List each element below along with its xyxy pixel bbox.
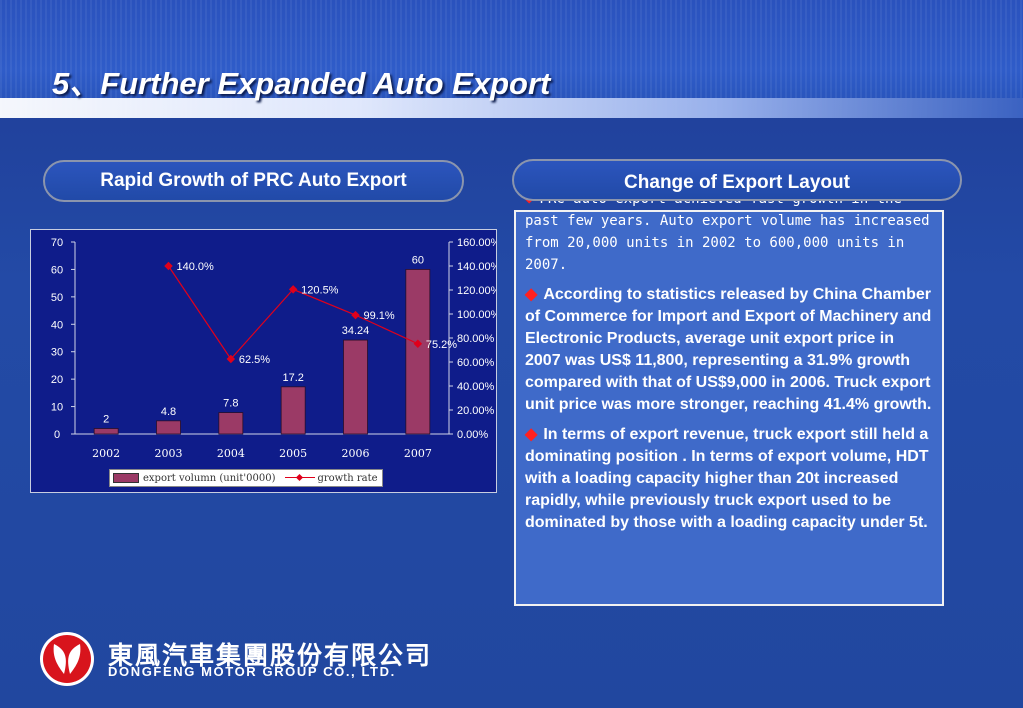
x-tick-label: 2003 xyxy=(155,447,183,460)
bar-2007 xyxy=(405,269,431,435)
y-right-tick-label: 60.00% xyxy=(457,357,495,369)
y-right-tick-label: 80.00% xyxy=(457,333,495,345)
y-right-tick-label: 20.00% xyxy=(457,405,495,417)
growth-rate-point xyxy=(288,285,298,294)
export-layout-textbox: ◆ PRC auto export achieved fast growth in… xyxy=(514,191,944,606)
slide-title: 5、Further Expanded Auto Export xyxy=(52,66,551,101)
bar-2006 xyxy=(343,339,368,435)
bar-data-label: 7.8 xyxy=(223,398,238,410)
growth-rate-label: 140.0% xyxy=(177,261,215,273)
growth-rate-point xyxy=(164,261,173,271)
y-left-tick-label: 30 xyxy=(51,347,63,359)
paragraph-3: ◆ In terms of export revenue, truck expor… xyxy=(525,424,934,534)
x-tick-label: 2004 xyxy=(217,447,245,460)
brand-english-name: DONGFENG MOTOR GROUP CO., LTD. xyxy=(108,664,396,679)
bar-2005 xyxy=(280,386,306,435)
left-panel-heading: Rapid Growth of PRC Auto Export xyxy=(43,160,464,202)
y-left-tick-label: 10 xyxy=(51,402,63,414)
bar-2003 xyxy=(156,420,181,435)
growth-rate-label: 120.5% xyxy=(301,284,339,296)
growth-rate-point xyxy=(413,339,423,349)
y-right-tick-label: 120.00% xyxy=(457,285,496,297)
diamond-bullet-icon: ◆ xyxy=(525,426,538,443)
legend-line-label: growth rate xyxy=(317,472,378,484)
bar-data-label: 4.8 xyxy=(161,406,176,418)
bar-data-label: 17.2 xyxy=(282,372,303,384)
legend-line-swatch xyxy=(285,474,316,482)
y-left-tick-label: 50 xyxy=(51,292,63,304)
y-left-tick-label: 40 xyxy=(51,319,63,331)
chart-canvas: 0 10 20 30 40 50 60 70 0.00% 20.00% 40.00% 60.00% 80… xyxy=(51,237,496,460)
chart-legend: export volumn (unit'0000) growth rate xyxy=(109,469,383,487)
y-right-tick-label: 160.00% xyxy=(457,237,496,249)
y-left-tick-label: 60 xyxy=(51,264,63,276)
bar-2002 xyxy=(93,428,119,435)
x-tick-label: 2005 xyxy=(279,447,307,460)
bar-data-label: 34.24 xyxy=(342,325,370,337)
paragraph-3-text: In terms of export revenue, truck export… xyxy=(525,426,929,531)
diamond-bullet-icon: ◆ xyxy=(525,286,538,303)
bar-2004 xyxy=(218,412,244,435)
growth-rate-point xyxy=(226,354,236,364)
right-panel-heading: Change of Export Layout xyxy=(512,159,962,201)
bar-data-label: 2 xyxy=(103,414,109,426)
paragraph-1-text: PRC auto export achieved fast growth in … xyxy=(525,191,930,273)
growth-rate-label: 99.1% xyxy=(364,310,395,322)
legend-bar-label: export volumn (unit'0000) xyxy=(143,472,276,484)
y-left-tick-label: 20 xyxy=(51,374,63,386)
brand-chinese-name: 東風汽車集團股份有限公司 xyxy=(108,641,433,670)
growth-rate-label: 62.5% xyxy=(239,354,270,366)
paragraph-2: ◆ According to statistics released by Chi… xyxy=(525,284,934,416)
x-tick-label: 2002 xyxy=(92,447,120,460)
paragraph-1: ◆PRC auto export achieved fast growth in… xyxy=(525,188,934,276)
y-right-tick-label: 40.00% xyxy=(457,381,495,393)
y-right-tick-label: 100.00% xyxy=(457,309,496,321)
bar-data-label: 60 xyxy=(412,254,424,266)
export-chart: 0 10 20 30 40 50 60 70 0.00% 20.00% 40.00% 60.00% 80… xyxy=(30,229,497,493)
paragraph-2-text: According to statistics released by Chin… xyxy=(525,286,932,413)
y-right-tick-label: 0.00% xyxy=(457,429,488,441)
legend-bar-swatch xyxy=(113,473,139,483)
growth-rate-label: 75.2% xyxy=(426,339,457,351)
header-band xyxy=(0,98,1023,118)
x-tick-label: 2007 xyxy=(404,447,432,460)
y-right-tick-label: 140.00% xyxy=(457,261,496,273)
y-left-tick-label: 0 xyxy=(54,429,60,441)
x-tick-label: 2006 xyxy=(342,447,370,460)
dongfeng-logo-icon xyxy=(40,632,94,686)
growth-rate-point xyxy=(351,310,360,320)
y-left-tick-label: 70 xyxy=(51,237,63,249)
